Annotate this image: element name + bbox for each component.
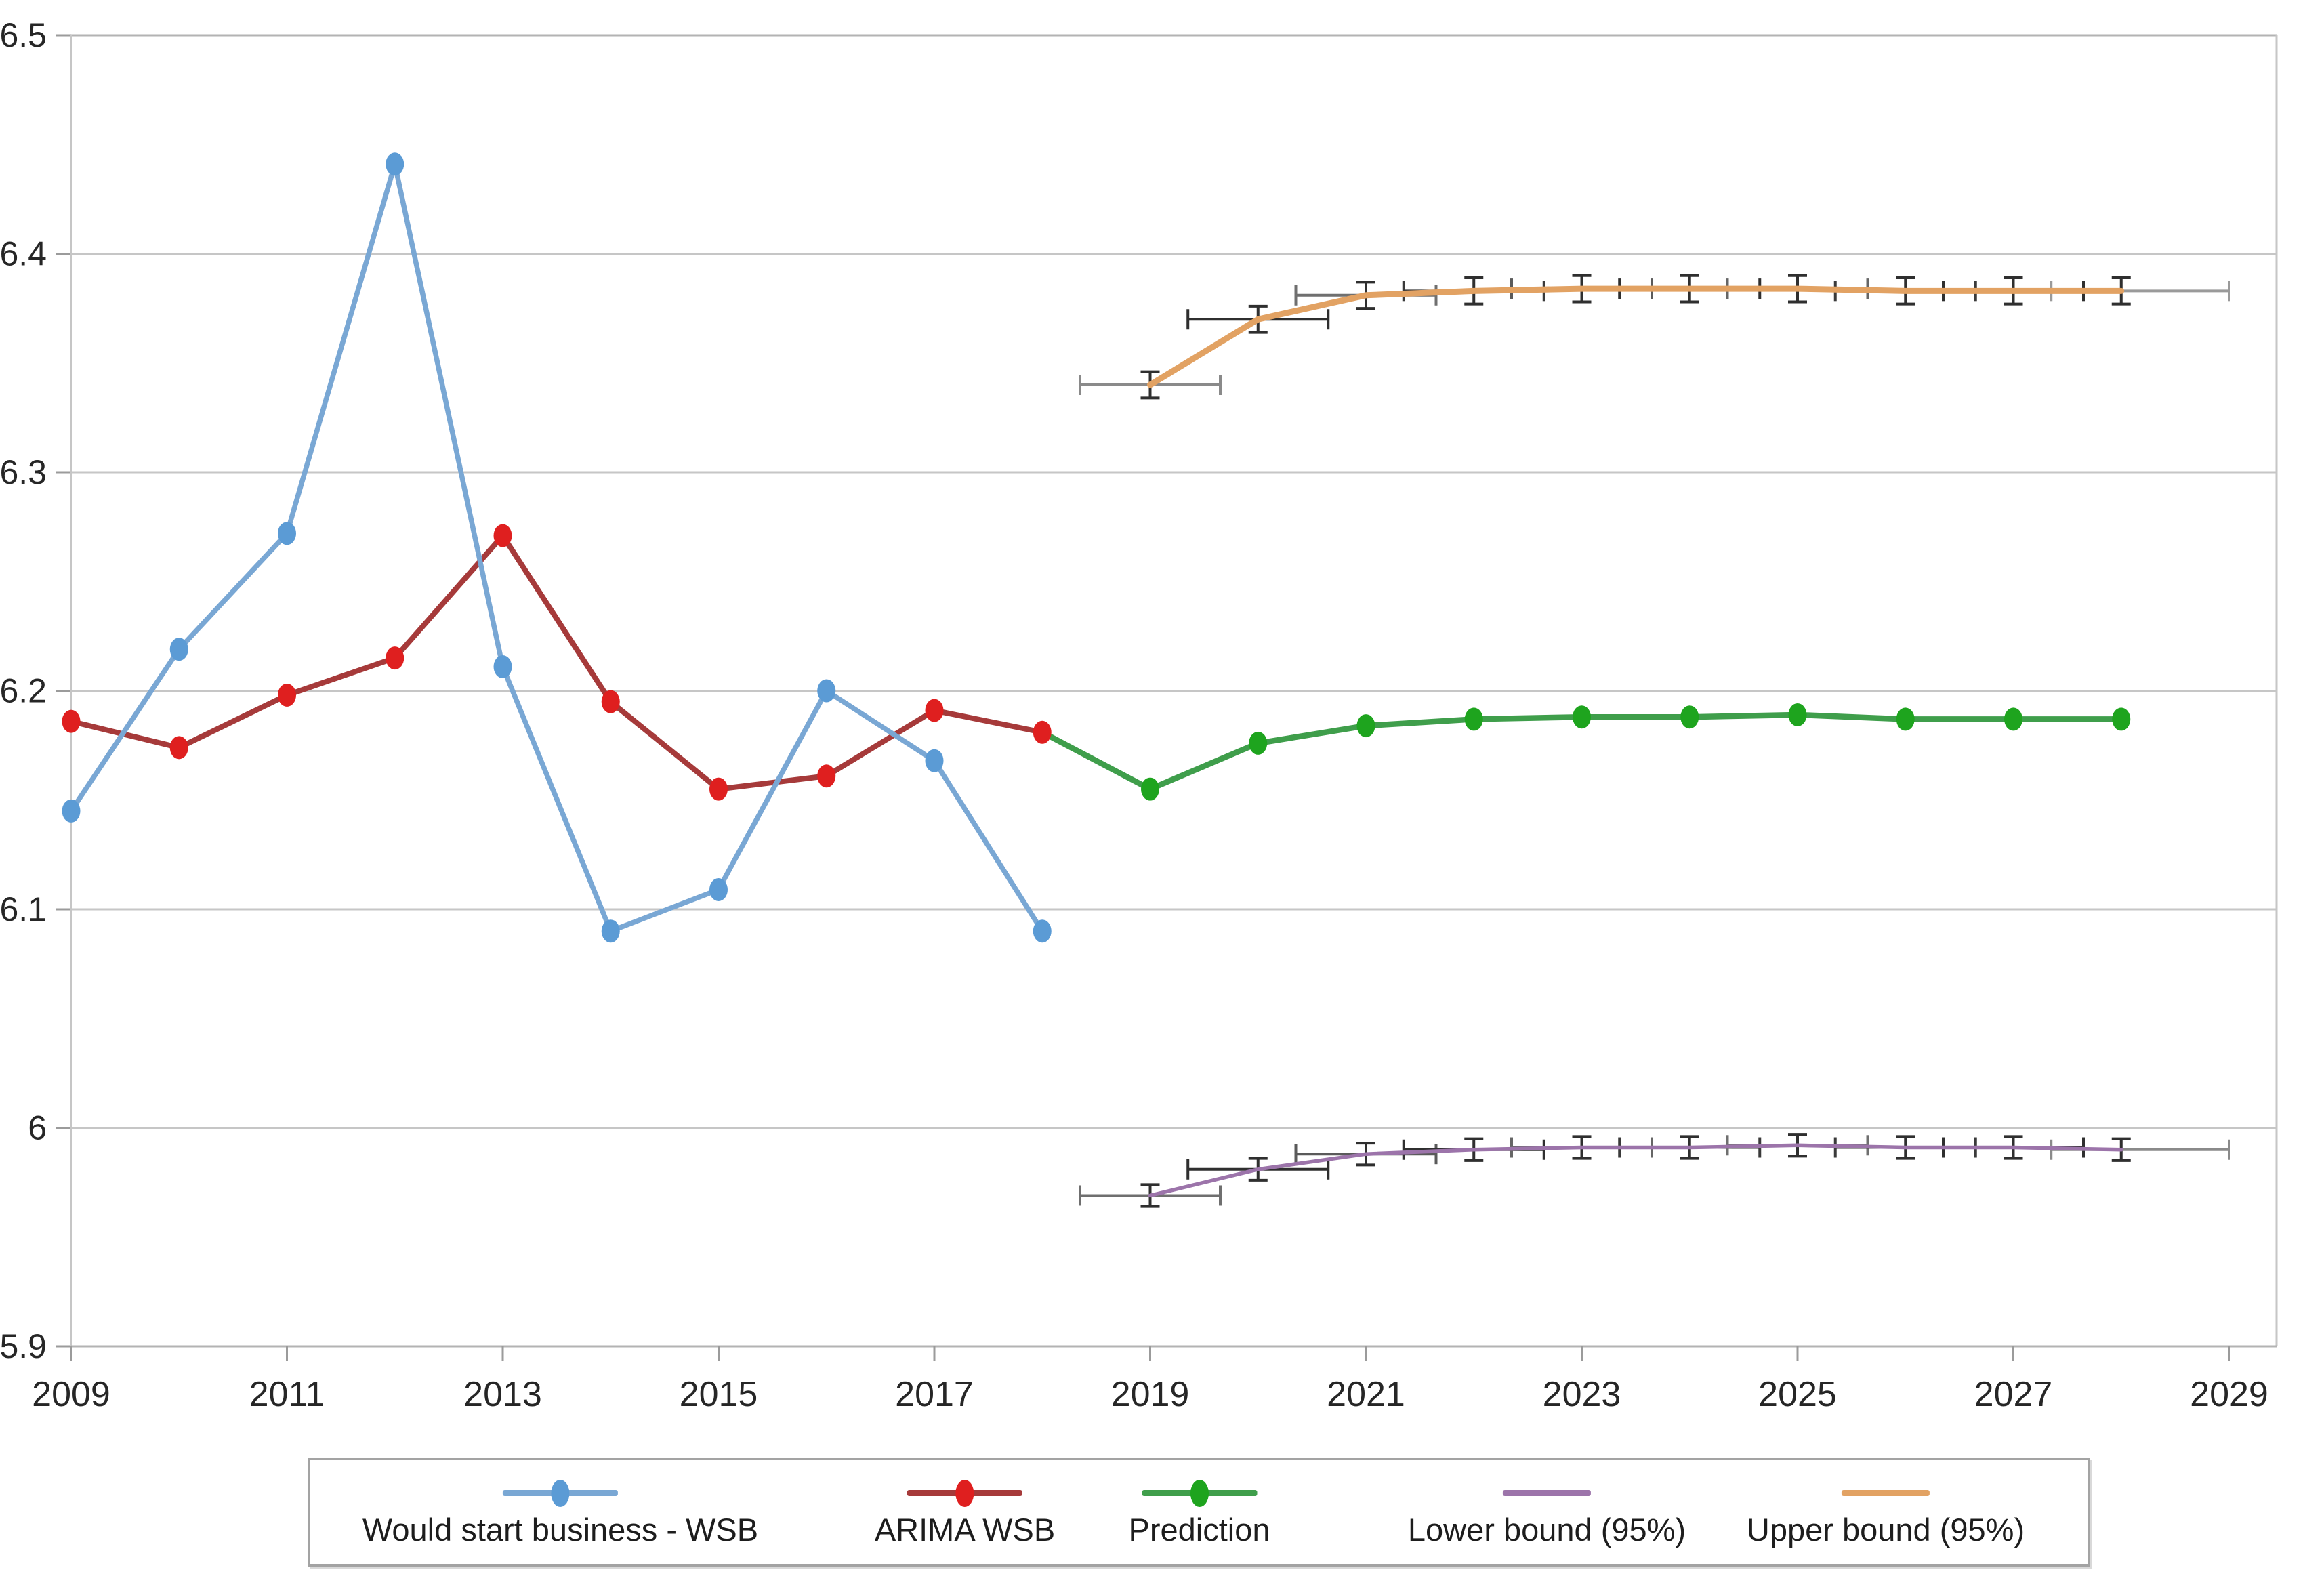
series-marker [1033, 720, 1052, 744]
series-marker [278, 522, 296, 545]
wsb-line-marker-swatch-icon [503, 1479, 618, 1507]
y-tick-label: 6.1 [0, 890, 47, 928]
arima-line-marker-swatch-icon [907, 1479, 1022, 1507]
legend-item-wsb: Would start business - WSB [362, 1460, 758, 1564]
y-tick-label: 6 [28, 1109, 47, 1147]
y-tick-label: 6.3 [0, 453, 47, 491]
x-tick-label: 2009 [32, 1375, 110, 1414]
lower-bound-line-swatch-icon [1502, 1480, 1591, 1507]
x-tick-label: 2017 [895, 1375, 974, 1414]
x-tick-label: 2021 [1327, 1375, 1405, 1414]
series-marker [925, 749, 944, 772]
series-marker [817, 764, 836, 788]
series-line [68, 161, 1045, 934]
legend: Would start business - WSB ARIMA WSB Pre… [308, 1458, 2090, 1567]
series-marker [709, 777, 728, 801]
series-marker [62, 709, 81, 733]
legend-label: Lower bound (95%) [1407, 1511, 1686, 1548]
y-tick-label: 6.4 [0, 235, 47, 273]
series-marker [278, 683, 296, 707]
series-marker [709, 877, 728, 901]
legend-label: ARIMA WSB [874, 1511, 1056, 1548]
series-marker [1033, 919, 1052, 943]
series-line [1148, 1143, 2123, 1198]
series-line [1147, 285, 2125, 388]
series-marker [386, 152, 404, 176]
series-marker [817, 679, 836, 703]
x-tick-label: 2015 [680, 1375, 758, 1414]
series-marker [493, 524, 512, 547]
series-marker [1680, 705, 1699, 729]
x-tick-label: 2025 [1758, 1375, 1837, 1414]
series-marker [493, 655, 512, 679]
legend-item-upper-bound: Upper bound (95%) [1747, 1460, 2025, 1564]
x-tick-label: 2013 [463, 1375, 542, 1414]
legend-item-lower-bound: Lower bound (95%) [1408, 1460, 1686, 1564]
series-marker [1573, 705, 1591, 729]
series-marker [1788, 703, 1807, 726]
legend-label: Prediction [1128, 1511, 1270, 1548]
y-tick-label: 6.2 [0, 672, 47, 710]
x-tick-label: 2029 [2190, 1375, 2268, 1414]
legend-label: Would start business - WSB [362, 1511, 759, 1548]
series-marker [1896, 707, 1915, 731]
series-marker [601, 919, 620, 943]
series-marker [1356, 714, 1375, 738]
x-tick-label: 2027 [1974, 1375, 2053, 1414]
legend-item-prediction: Prediction [1129, 1460, 1270, 1564]
series-marker [1141, 777, 1159, 801]
series-marker [1249, 731, 1268, 755]
legend-label: Upper bound (95%) [1746, 1511, 2025, 1548]
upper-bound-line-swatch-icon [1841, 1480, 1930, 1507]
y-tick-label: 6.5 [0, 16, 47, 54]
x-tick-label: 2019 [1111, 1375, 1190, 1414]
series-marker [1464, 707, 1483, 731]
series-marker [169, 638, 188, 661]
series-marker [601, 690, 620, 713]
series-marker [2004, 707, 2022, 731]
prediction-line-marker-swatch-icon [1142, 1479, 1257, 1507]
x-tick-label: 2011 [249, 1375, 325, 1414]
y-tick-label: 5.9 [0, 1327, 47, 1365]
series-marker [169, 736, 188, 760]
series-marker [2112, 707, 2131, 731]
series-marker [386, 646, 404, 670]
series-marker [62, 799, 81, 823]
legend-item-arima-wsb: ARIMA WSB [875, 1460, 1055, 1564]
series-marker [925, 699, 944, 722]
x-tick-label: 2023 [1543, 1375, 1621, 1414]
series-line [68, 533, 1045, 792]
